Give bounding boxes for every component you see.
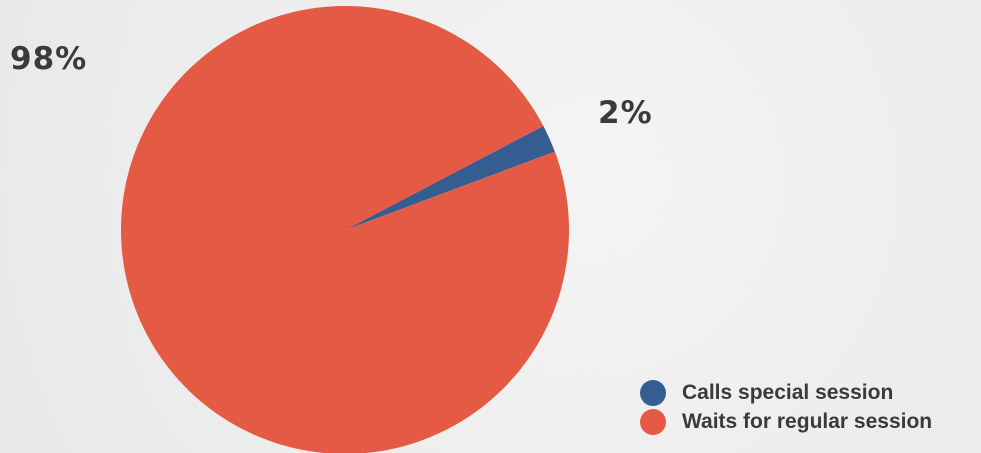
legend-swatch-calls-special-session bbox=[640, 379, 666, 406]
legend-item-calls-special-session: Calls special session bbox=[640, 378, 932, 407]
legend-label-calls-special-session: Calls special session bbox=[682, 380, 894, 404]
legend-item-waits-for-regular-session: Waits for regular session bbox=[640, 407, 932, 436]
legend-label-waits-for-regular-session: Waits for regular session bbox=[682, 409, 933, 433]
legend-swatch-waits-for-regular-session bbox=[640, 408, 666, 435]
pie-slice-calls-special-session bbox=[345, 125, 555, 230]
legend: Calls special session Waits for regular … bbox=[640, 378, 932, 436]
data-label-waits-for-regular-session: 98% bbox=[10, 41, 88, 77]
pie-slice-waits-for-regular-session bbox=[121, 6, 569, 453]
data-label-calls-special-session: 2% bbox=[598, 95, 653, 131]
